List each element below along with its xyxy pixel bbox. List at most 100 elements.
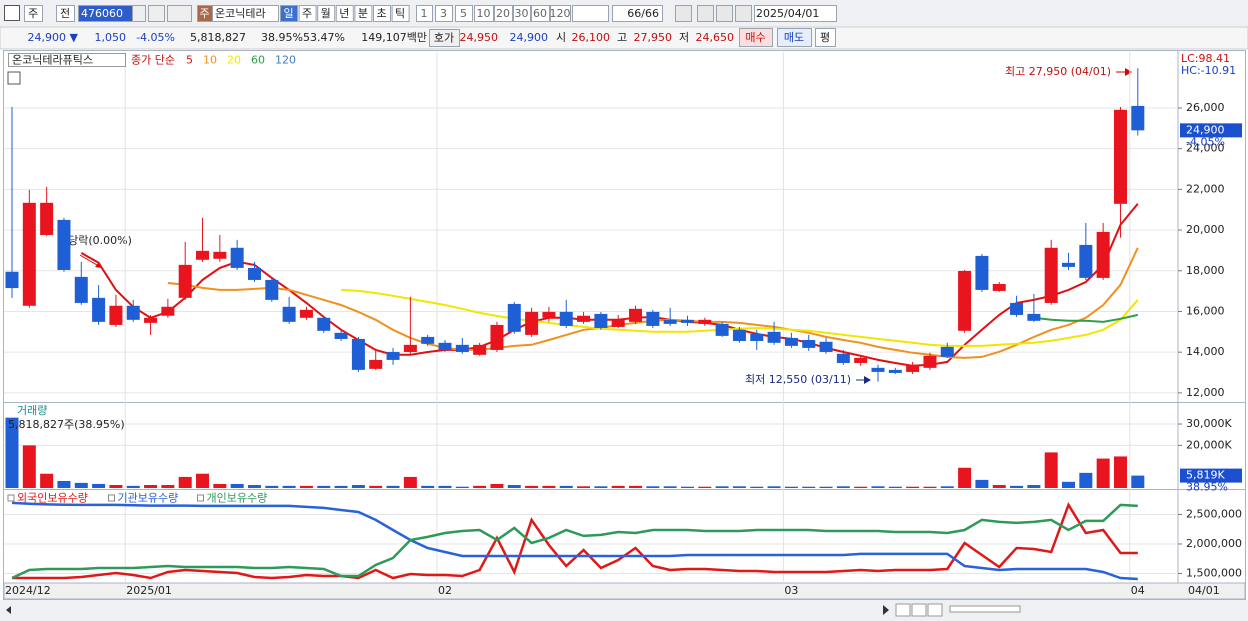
button[interactable]: [474, 5, 494, 22]
button[interactable]: [317, 5, 336, 22]
button[interactable]: [494, 5, 513, 22]
button[interactable]: [777, 28, 812, 47]
legend-entry: 20: [227, 54, 241, 67]
volume-bar: [992, 485, 1006, 488]
button[interactable]: [927, 603, 943, 617]
quote-low-label: 저: [679, 31, 689, 44]
button[interactable]: [739, 28, 773, 47]
volume-bar: [906, 486, 920, 488]
tool-icon[interactable]: [735, 5, 752, 22]
button[interactable]: [373, 5, 391, 22]
volume-bar: [819, 486, 833, 488]
right-label: HC:-10.91: [1181, 64, 1236, 77]
volume-bar: [732, 486, 746, 488]
button-label: 10: [477, 7, 491, 20]
volume-bar: [958, 467, 972, 488]
button[interactable]: [550, 5, 571, 22]
volume-bar: [1113, 456, 1127, 488]
y-tick-label: 20,000K: [1186, 438, 1232, 451]
tool-icon[interactable]: [697, 5, 714, 22]
line: [11, 501, 1138, 581]
volume-bar: [629, 485, 643, 488]
volume-bar: [577, 486, 591, 488]
scroll-left[interactable]: [6, 606, 11, 614]
button-label: 20: [496, 7, 510, 20]
tool-icon[interactable]: [675, 5, 692, 22]
candle-body: [57, 219, 71, 270]
volume-bar: [750, 486, 764, 488]
candle-body: [906, 364, 920, 372]
button[interactable]: [455, 5, 473, 22]
label-box-label: 호가: [434, 32, 454, 45]
button[interactable]: [435, 5, 453, 22]
legend-entry: 5: [186, 54, 193, 67]
volume-bar: [594, 486, 608, 488]
button[interactable]: [24, 5, 43, 22]
button[interactable]: [754, 5, 837, 22]
button[interactable]: [298, 5, 317, 22]
scrollbar[interactable]: [0, 600, 1248, 621]
zoom-slider[interactable]: [949, 605, 1021, 613]
icon[interactable]: [4, 5, 20, 21]
candle-body: [958, 270, 972, 331]
label-box[interactable]: [429, 29, 460, 47]
candle-body: [992, 284, 1006, 291]
candle-body: [40, 202, 54, 235]
volume-bar: [854, 486, 868, 488]
candle-body: [940, 346, 954, 357]
candle-body: [1010, 302, 1024, 315]
scroll-right[interactable]: [883, 605, 889, 615]
candle-body: [715, 323, 729, 336]
button[interactable]: [911, 603, 927, 617]
candle-body: [594, 313, 608, 328]
volume-bar: [715, 486, 729, 488]
volume-bar: [507, 485, 521, 488]
line: [80, 203, 1139, 367]
legend-entry: 120: [275, 54, 296, 67]
button-label: 60: [533, 7, 547, 20]
search[interactable]: [148, 5, 165, 22]
button[interactable]: [56, 5, 75, 22]
dropdown[interactable]: [132, 5, 146, 22]
button[interactable]: [895, 603, 911, 617]
volume-bar: [57, 480, 71, 488]
y-tick-label: 12,000: [1186, 386, 1225, 399]
button[interactable]: [280, 5, 298, 22]
candle-body: [525, 311, 539, 335]
button[interactable]: [212, 5, 279, 22]
volume-bar: [92, 483, 106, 488]
candle-body: [369, 359, 383, 369]
sound[interactable]: [167, 5, 192, 22]
button-label: 5: [460, 7, 467, 20]
candle-body: [663, 319, 677, 324]
y-tick-label: 30,000K: [1186, 417, 1232, 430]
button[interactable]: [513, 5, 531, 22]
volume-bar: [940, 486, 954, 488]
button[interactable]: [416, 5, 433, 22]
legend-marker: [197, 494, 204, 502]
button-label: 주: [28, 7, 38, 20]
table-icon[interactable]: [7, 71, 21, 85]
candle-body: [923, 355, 937, 368]
volume-bar: [680, 486, 694, 488]
button[interactable]: [531, 5, 550, 22]
button[interactable]: [354, 5, 373, 22]
quote-bid: 24,900: [510, 31, 549, 44]
button[interactable]: [335, 5, 354, 22]
volume-bar: [230, 483, 244, 488]
candle-body: [178, 264, 192, 298]
button[interactable]: [612, 5, 663, 22]
combo[interactable]: [572, 5, 609, 22]
button-label: 30: [515, 7, 529, 20]
button[interactable]: [815, 28, 836, 47]
legend-entry: 기관보유수량: [118, 492, 179, 505]
candle-body: [507, 303, 521, 332]
x-tick-label: 02: [438, 584, 452, 597]
y-tick-label: 20,000: [1186, 223, 1225, 236]
button[interactable]: [391, 5, 410, 22]
button-label: 전: [60, 7, 70, 20]
candle-body: [144, 317, 158, 323]
button-label: 분: [358, 7, 368, 20]
tool-icon[interactable]: [716, 5, 733, 22]
